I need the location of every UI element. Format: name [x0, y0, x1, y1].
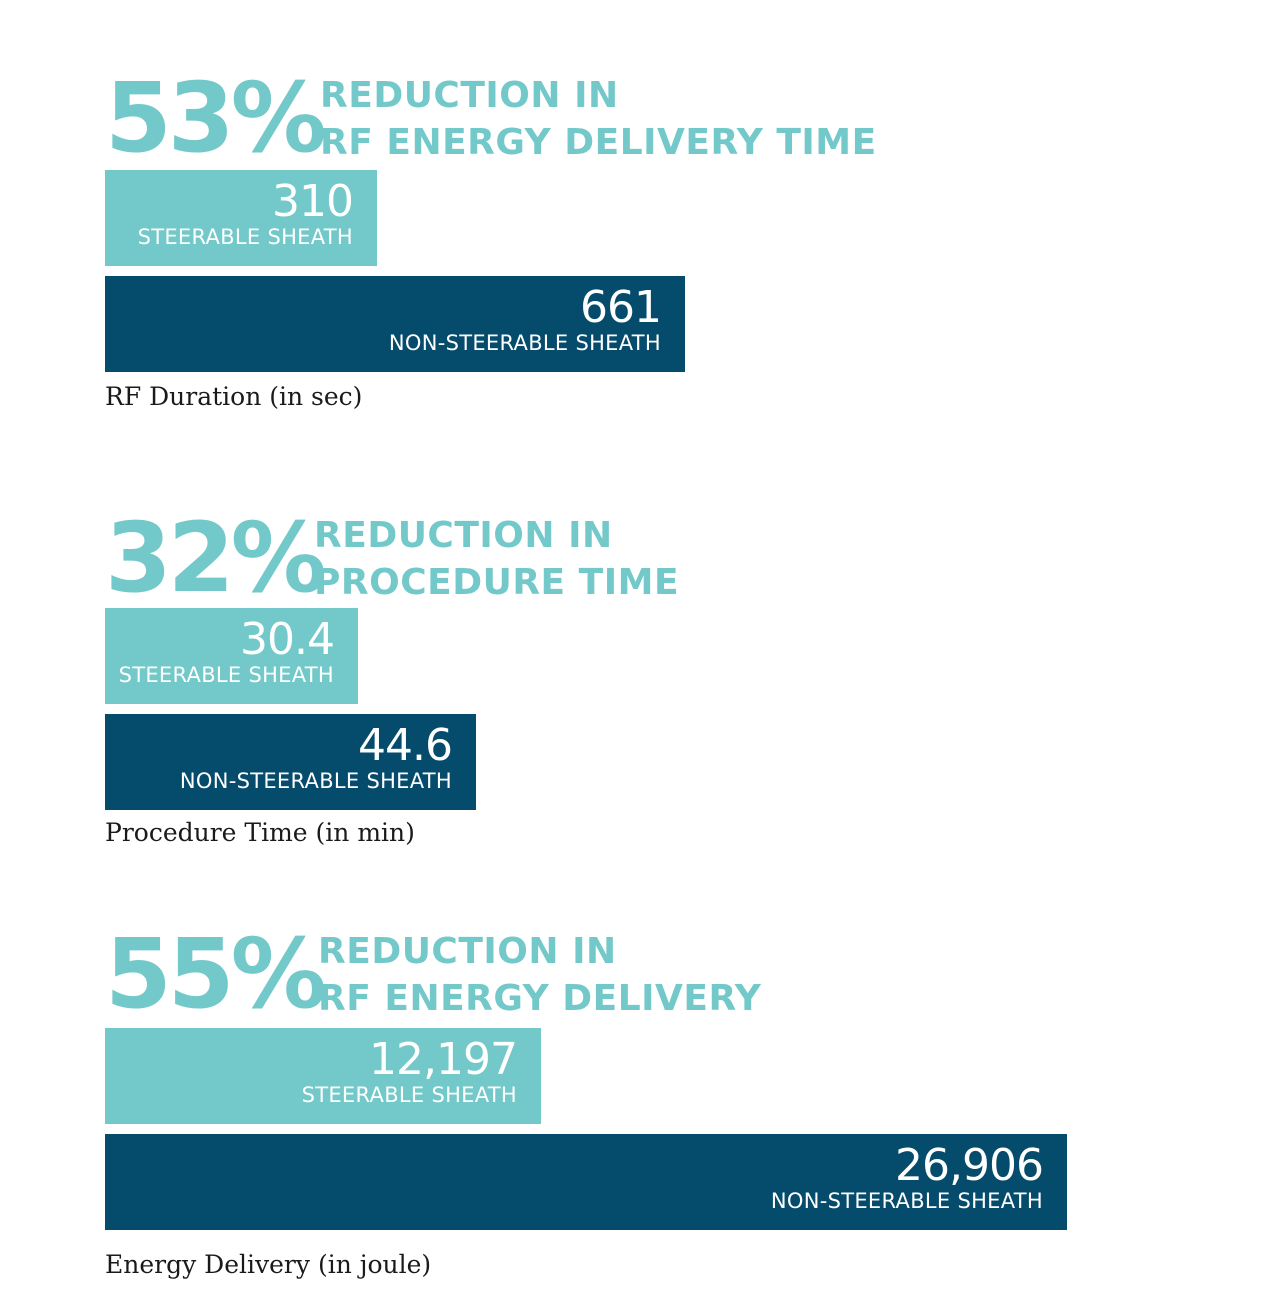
bar-label: NON-STEERABLE SHEATH	[179, 769, 452, 793]
headline-line-2: RF ENERGY DELIVERY	[318, 978, 762, 1019]
bar-non-steerable: 44.6 NON-STEERABLE SHEATH	[105, 714, 476, 810]
bar-label: NON-STEERABLE SHEATH	[770, 1189, 1043, 1213]
headline-percent: 55%	[105, 918, 327, 1030]
chart-caption: RF Duration (in sec)	[105, 382, 363, 411]
bar-steerable: 30.4 STEERABLE SHEATH	[105, 608, 358, 704]
bar-value: 26,906	[895, 1140, 1044, 1191]
bar-value: 661	[580, 282, 662, 333]
headline-line-2: PROCEDURE TIME	[314, 562, 680, 603]
headline-line-1: REDUCTION IN	[320, 75, 619, 116]
bar-label: STEERABLE SHEATH	[301, 1083, 517, 1107]
bar-value: 12,197	[369, 1034, 518, 1085]
headline-percent: 32%	[105, 502, 327, 614]
chart-caption: Procedure Time (in min)	[105, 818, 415, 847]
bar-non-steerable: 26,906 NON-STEERABLE SHEATH	[105, 1134, 1067, 1230]
headline-line-2: RF ENERGY DELIVERY TIME	[320, 122, 877, 163]
bar-value: 30.4	[240, 614, 335, 665]
bar-non-steerable: 661 NON-STEERABLE SHEATH	[105, 276, 685, 372]
headline-line-1: REDUCTION IN	[318, 931, 617, 972]
bar-label: STEERABLE SHEATH	[137, 225, 353, 249]
bar-value: 44.6	[358, 720, 453, 771]
headline-line-1: REDUCTION IN	[314, 515, 613, 556]
bar-label: NON-STEERABLE SHEATH	[388, 331, 661, 355]
chart-caption: Energy Delivery (in joule)	[105, 1250, 432, 1279]
bar-steerable: 12,197 STEERABLE SHEATH	[105, 1028, 541, 1124]
bar-steerable: 310 STEERABLE SHEATH	[105, 170, 377, 266]
bar-value: 310	[272, 176, 354, 227]
headline-percent: 53%	[105, 62, 327, 174]
bar-label: STEERABLE SHEATH	[118, 663, 334, 687]
